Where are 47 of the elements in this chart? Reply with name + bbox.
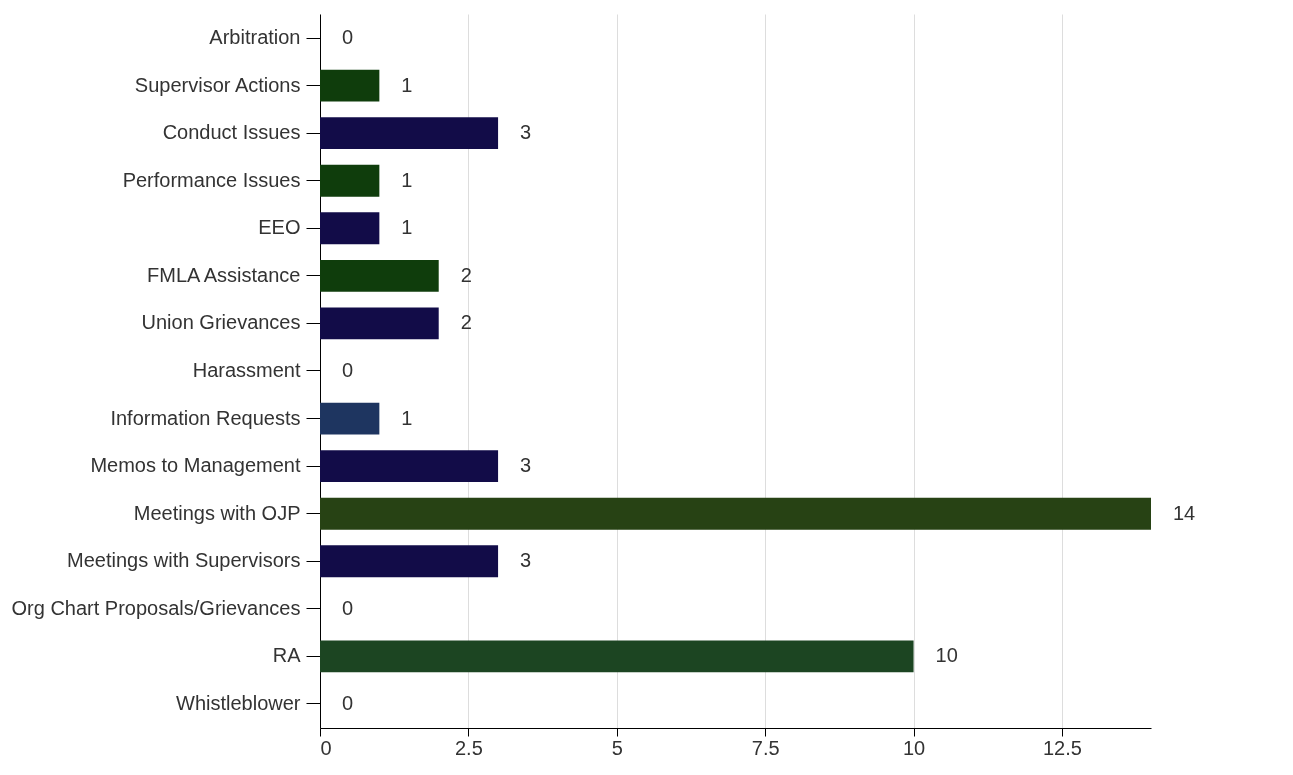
y-tick-label: Whistleblower [176, 691, 301, 714]
x-tick-label: 5 [611, 736, 623, 759]
y-tick-label: Meetings with OJP [133, 501, 301, 524]
data-label: 1 [401, 168, 413, 191]
y-tick-label: Performance Issues [122, 168, 301, 191]
y-tick-label: RA [272, 644, 302, 667]
y-tick-label: Union Grievances [141, 311, 301, 334]
data-label: 1 [401, 216, 413, 239]
bar [320, 69, 380, 102]
y-tick-label: Information Requests [110, 406, 301, 429]
data-label: 2 [460, 263, 472, 286]
bar [320, 212, 380, 245]
y-tick-label: Org Chart Proposals/Grievances [11, 596, 301, 619]
bar [320, 402, 380, 435]
x-tick-label: 0 [320, 736, 332, 759]
x-tick-label: 10 [902, 736, 926, 759]
bar [320, 117, 499, 150]
data-label: 0 [342, 691, 354, 714]
data-label: 0 [342, 359, 354, 381]
y-tick-label: Supervisor Actions [134, 73, 301, 96]
data-label: 2 [460, 311, 472, 334]
bar [320, 307, 439, 340]
bar [320, 450, 499, 483]
bar [320, 164, 380, 197]
data-label: 3 [520, 454, 532, 477]
y-tick-label: Harassment [192, 359, 301, 381]
y-tick-label: EEO [258, 216, 301, 239]
bar [320, 497, 1151, 530]
y-tick-label: Meetings with Supervisors [67, 549, 301, 572]
y-tick-label: Memos to Management [90, 454, 301, 477]
data-label: 3 [520, 549, 532, 572]
x-tick-label: 7.5 [751, 736, 780, 759]
bar [320, 545, 499, 578]
data-label: 3 [520, 121, 532, 144]
bar [320, 640, 914, 673]
y-tick-label: Arbitration [209, 26, 301, 49]
y-tick-label: FMLA Assistance [147, 263, 301, 286]
bar [320, 259, 439, 292]
data-label: 14 [1173, 501, 1196, 524]
data-label: 0 [342, 596, 354, 619]
data-label: 10 [935, 644, 958, 667]
data-label: 1 [401, 73, 413, 96]
data-label: 0 [342, 26, 354, 49]
x-tick-label: 12.5 [1043, 736, 1082, 759]
x-tick-label: 2.5 [454, 736, 483, 759]
y-tick-label: Conduct Issues [162, 121, 301, 144]
data-label: 1 [401, 406, 413, 429]
